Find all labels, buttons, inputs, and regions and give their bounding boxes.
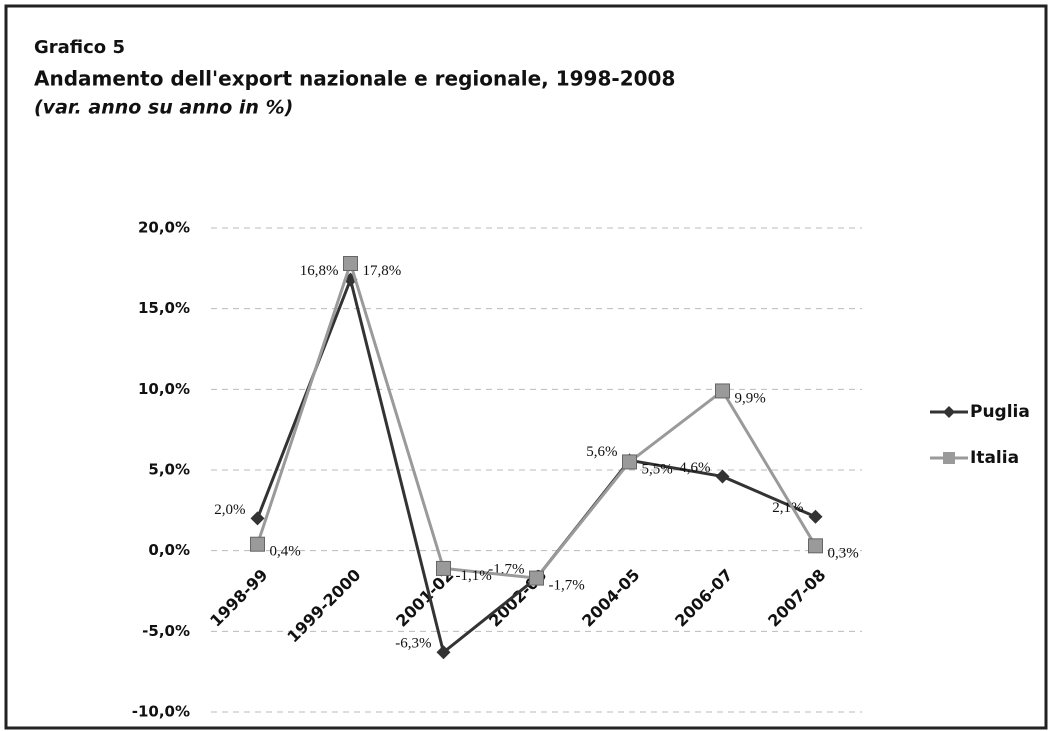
marker bbox=[250, 536, 265, 552]
y-tick-label: 5,0% bbox=[148, 461, 190, 479]
legend-marker bbox=[943, 452, 955, 464]
marker bbox=[529, 570, 544, 586]
marker bbox=[250, 511, 265, 526]
data-label: 9,9% bbox=[735, 390, 766, 406]
x-tick-label: 2004-05 bbox=[578, 565, 643, 630]
data-label: 5,6% bbox=[586, 444, 617, 460]
x-tick-label: 2006-07 bbox=[671, 565, 736, 630]
y-tick-label: 10,0% bbox=[138, 380, 190, 398]
frame bbox=[4, 4, 1048, 730]
data-label: -6,3% bbox=[395, 636, 431, 652]
data-label: 0,4% bbox=[270, 544, 301, 560]
marker bbox=[808, 509, 823, 524]
data-label: 0,3% bbox=[828, 545, 859, 561]
data-label: 2,0% bbox=[214, 502, 245, 518]
legend-label: Puglia bbox=[970, 402, 1030, 422]
chart-subtitle: Andamento dell'export nazionale e region… bbox=[34, 67, 675, 91]
marker bbox=[343, 255, 358, 271]
y-tick-label: -5,0% bbox=[142, 622, 190, 640]
marker bbox=[808, 538, 823, 554]
marker bbox=[436, 645, 451, 660]
x-tick-label: 1998-99 bbox=[206, 565, 271, 630]
y-tick-label: 0,0% bbox=[148, 541, 190, 559]
data-label: 17,8% bbox=[363, 263, 402, 279]
y-tick-label: 15,0% bbox=[138, 299, 190, 317]
data-label: -1,1% bbox=[456, 568, 492, 584]
y-tick-label: -10,0% bbox=[132, 703, 190, 721]
marker bbox=[436, 560, 451, 576]
data-label: 16,8% bbox=[300, 263, 339, 279]
legend-label: Italia bbox=[970, 448, 1019, 468]
marker bbox=[622, 454, 637, 470]
axis-label: (var. anno su anno in %) bbox=[34, 97, 293, 119]
chart-title: Grafico 5 bbox=[34, 37, 125, 58]
y-tick-label: 20,0% bbox=[138, 219, 190, 237]
data-label: 5,5% bbox=[642, 461, 673, 477]
marker bbox=[715, 383, 730, 399]
data-label: -1,7% bbox=[549, 578, 585, 594]
x-tick-label: 1999-2000 bbox=[283, 565, 364, 646]
legend-marker bbox=[943, 406, 955, 418]
marker bbox=[715, 469, 730, 484]
x-tick-label: 2007-08 bbox=[764, 565, 829, 630]
line bbox=[256, 258, 817, 580]
data-label: 4,6% bbox=[679, 460, 710, 476]
